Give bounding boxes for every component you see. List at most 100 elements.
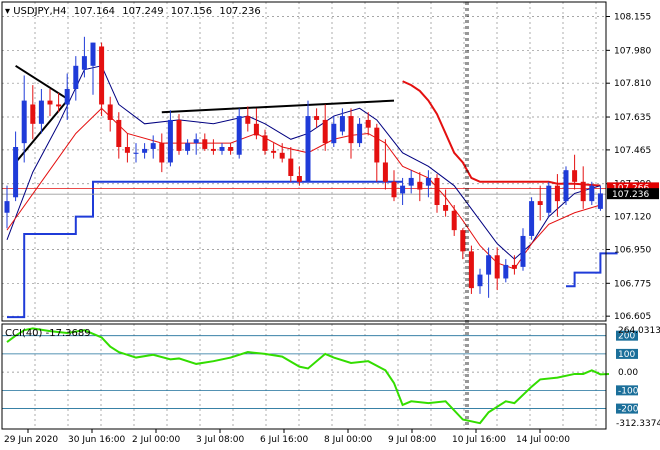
candle-body	[460, 230, 466, 252]
candle-body	[193, 139, 199, 144]
candle-body	[572, 170, 578, 182]
candle-body	[597, 193, 603, 209]
candle-body	[434, 177, 440, 205]
price-axis: 108.155 107.980 107.810 107.635 107.465 107.2…	[606, 13, 659, 322]
candle-body	[288, 158, 294, 176]
candle-body	[529, 201, 535, 236]
price-tick-label: 107.980	[614, 46, 651, 56]
candle-body	[339, 116, 345, 132]
ohlc-close: 107.236	[219, 6, 260, 17]
candle-body	[21, 100, 27, 144]
time-tick-label: 2 Jul 00:00	[132, 435, 181, 445]
candle-body	[185, 143, 191, 151]
candle-body	[133, 152, 139, 154]
current-price-label-bg	[607, 188, 659, 200]
candle-body	[228, 147, 234, 151]
candle-body	[520, 235, 526, 267]
price-tick-label: 107.465	[614, 146, 651, 156]
candle-body	[443, 205, 449, 211]
candle-body	[331, 123, 337, 144]
candle-body	[486, 255, 492, 275]
time-tick-label: 9 Jul 08:00	[388, 435, 437, 445]
header-dropdown-icon[interactable]: ▾	[5, 6, 13, 17]
time-tick-label: 10 Jul 16:00	[452, 435, 506, 445]
candle-body	[116, 119, 122, 147]
candle-body	[425, 177, 431, 186]
support-step-line-2	[566, 252, 618, 288]
price-tick-label: 106.950	[614, 245, 651, 255]
candle-body	[357, 123, 363, 144]
price-tick-label: 107.120	[614, 213, 651, 223]
time-tick-label: 14 Jul 00:00	[516, 435, 570, 445]
candle-body	[73, 65, 79, 89]
candle-body	[107, 104, 113, 120]
cci-level-label-bg	[616, 348, 638, 359]
candle-body	[56, 104, 62, 107]
support-step-line	[7, 180, 403, 319]
candle-body	[236, 116, 242, 155]
price-tick-label: 107.810	[614, 79, 651, 89]
candle-body	[4, 201, 10, 213]
cci-level-label: 100	[618, 350, 635, 360]
candle-body	[494, 255, 500, 279]
candle-body	[124, 147, 130, 153]
price-tick-label: 108.155	[614, 13, 651, 23]
cci-level-label: 0.00	[618, 368, 638, 378]
price-tick-label: 107.635	[614, 113, 651, 123]
cci-axis: 200 100 0.00 -100 -200	[616, 330, 639, 415]
candle-body	[580, 181, 586, 202]
cci-max-label: 264.0313	[618, 326, 660, 336]
candle-body	[13, 147, 19, 198]
cci-level-label: -200	[618, 405, 639, 415]
candle-body	[167, 119, 173, 163]
candle-body	[374, 127, 380, 163]
resistance-step-line	[402, 80, 601, 187]
candle-body	[202, 139, 208, 149]
price-tick-label: 106.775	[614, 279, 651, 289]
candle-body	[279, 152, 285, 159]
candle-body	[176, 119, 182, 151]
candle-body	[142, 148, 148, 153]
cci-level-label: 200	[618, 332, 635, 342]
candle-body	[322, 119, 328, 144]
cci-level-label: -100	[618, 386, 639, 396]
price-tick-label: 106.605	[614, 312, 651, 322]
candle-body	[400, 185, 406, 194]
candle-body	[348, 116, 354, 144]
candle-body	[90, 42, 96, 66]
candle-body	[99, 46, 105, 105]
candle-body	[468, 251, 474, 289]
candle-body	[262, 135, 268, 151]
candle-body	[365, 119, 371, 128]
candle-body	[554, 185, 560, 202]
candle-body	[391, 181, 397, 198]
candle-body	[408, 177, 414, 186]
candle-body	[451, 210, 457, 231]
candle-body	[563, 170, 569, 202]
candle-body	[219, 147, 225, 151]
cci-min-label: -312.3374	[616, 419, 660, 429]
candle-body	[305, 116, 311, 182]
candle-body	[271, 150, 277, 153]
time-tick-label: 29 Jun 2020	[4, 435, 58, 445]
candle-body	[47, 100, 53, 105]
cci-level-label-bg	[616, 330, 638, 341]
ma-slow-line	[6, 65, 601, 260]
trendline	[161, 99, 395, 114]
cci-title: CCI(40) -17.3689	[5, 328, 91, 339]
time-tick-label: 30 Jun 16:00	[68, 435, 125, 445]
time-tick-label: 3 Jul 08:00	[196, 435, 245, 445]
candle-body	[382, 162, 388, 182]
candle-body	[296, 176, 302, 182]
candle-body	[314, 116, 320, 120]
candle-body	[417, 181, 423, 190]
cci-pane	[6, 327, 610, 425]
time-tick-label: 6 Jul 16:00	[260, 435, 309, 445]
candle-body	[546, 185, 552, 213]
price-pane	[2, 2, 618, 429]
candle-body	[81, 56, 87, 70]
cci-level-label-bg	[616, 403, 638, 414]
ohlc-high: 107.249	[122, 6, 163, 17]
ohlc-open: 107.164	[74, 6, 115, 17]
